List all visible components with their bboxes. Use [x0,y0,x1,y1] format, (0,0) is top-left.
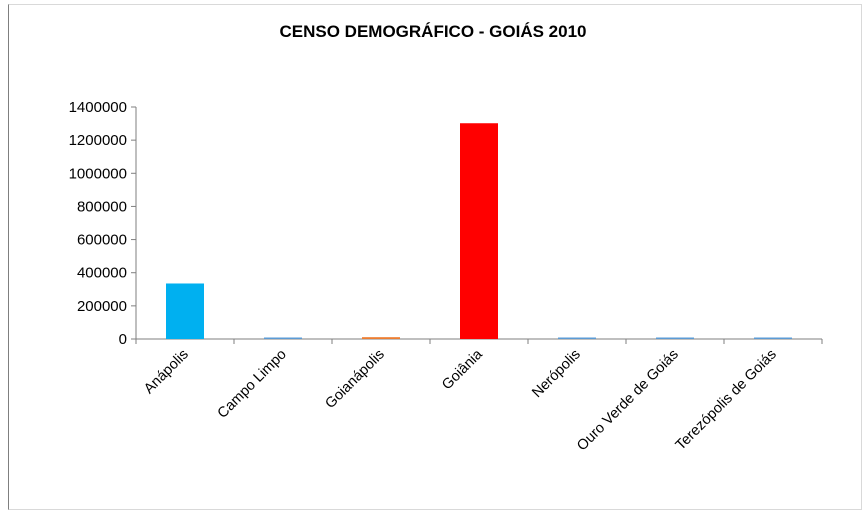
bar [656,337,694,339]
x-tick-label: Goiânia [439,346,486,393]
x-tick-group [135,339,823,344]
x-tick-label: Nerópolis [529,347,584,402]
bar [460,123,498,340]
bar-group [166,123,792,340]
y-tick-label: 1200000 [69,132,127,149]
x-tick-label: Terezópolis de Goiás [673,347,780,454]
x-tick-label: Anápolis [141,347,192,398]
y-tick-label: 200000 [77,298,127,315]
y-tick-label: 800000 [77,198,127,215]
x-tick-label: Goianápolis [322,347,387,412]
bar [264,337,302,339]
bar [362,337,400,339]
y-tick-label: 1000000 [69,165,127,182]
y-tick-label: 400000 [77,265,127,282]
y-tick-group: 0 200000 400000 600000 800000 1000000 1200000 1… [69,99,136,348]
x-label-group: Anápolis Campo Limpo Goianápolis Goiânia Ner… [141,346,780,454]
x-tick-label: Campo Limpo [215,347,290,422]
y-tick-label: 0 [119,331,127,348]
chart-title: CENSO DEMOGRÁFICO - GOIÁS 2010 [279,22,587,41]
bar [754,337,792,339]
chart-frame [8,4,862,510]
y-tick-label: 1400000 [69,99,127,116]
bar [166,283,204,339]
bar [558,337,596,339]
x-tick-label: Ouro Verde de Goiás [574,347,682,455]
y-tick-label: 600000 [77,232,127,249]
